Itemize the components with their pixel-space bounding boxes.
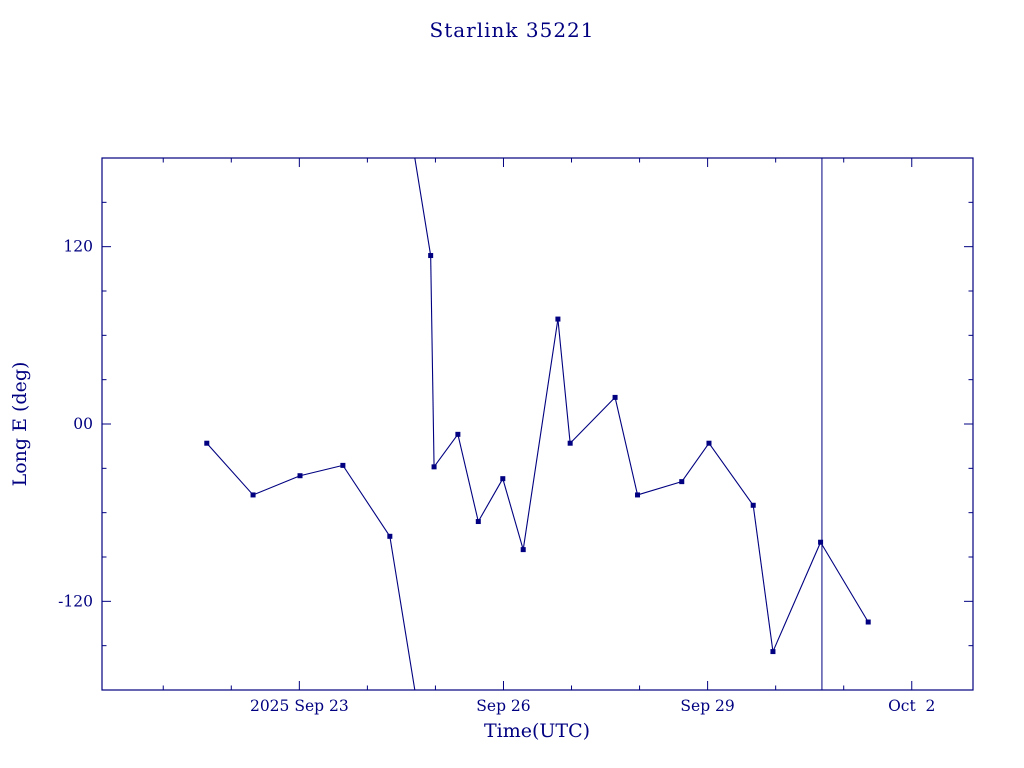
- data-point-marker: [865, 619, 871, 625]
- x-axis-label: Time(UTC): [483, 720, 591, 742]
- data-point-marker: [555, 316, 561, 322]
- data-point-marker: [340, 462, 346, 468]
- svg-text:Sep 29: Sep 29: [680, 697, 734, 715]
- data-point-marker: [679, 479, 685, 485]
- data-point-marker: [750, 502, 756, 508]
- svg-text:2025 Sep 23: 2025 Sep 23: [250, 697, 349, 715]
- data-point-marker: [204, 440, 210, 446]
- svg-text:120: 120: [63, 238, 93, 256]
- plot-frame: [101, 157, 974, 691]
- data-point-marker: [612, 394, 618, 400]
- data-point-marker: [567, 440, 573, 446]
- data-point-marker: [818, 539, 824, 545]
- data-point-marker: [706, 440, 712, 446]
- data-point-marker: [428, 253, 434, 259]
- svg-text:-120: -120: [58, 592, 93, 610]
- data-point-marker: [297, 473, 303, 479]
- x-tick-labels: 2025 Sep 23 Sep 26 Sep 29 Oct 2: [250, 697, 935, 715]
- data-point-marker: [250, 492, 256, 498]
- svg-text:Oct 2: Oct 2: [888, 697, 935, 715]
- data-point-marker: [500, 476, 506, 482]
- data-point-marker: [387, 533, 393, 539]
- axis-ticks: [102, 158, 973, 690]
- data-point-marker: [455, 431, 461, 437]
- chart-title: Starlink 35221: [429, 18, 595, 42]
- data-point-marker: [770, 649, 776, 655]
- y-tick-labels: 120 00 -120: [58, 238, 93, 611]
- data-series: [204, 158, 871, 690]
- svg-text:00: 00: [73, 415, 93, 433]
- data-point-marker: [520, 547, 526, 553]
- data-point-marker: [475, 519, 481, 525]
- data-point-marker: [431, 464, 437, 470]
- data-point-marker: [635, 492, 641, 498]
- svg-text:Sep 26: Sep 26: [476, 697, 530, 715]
